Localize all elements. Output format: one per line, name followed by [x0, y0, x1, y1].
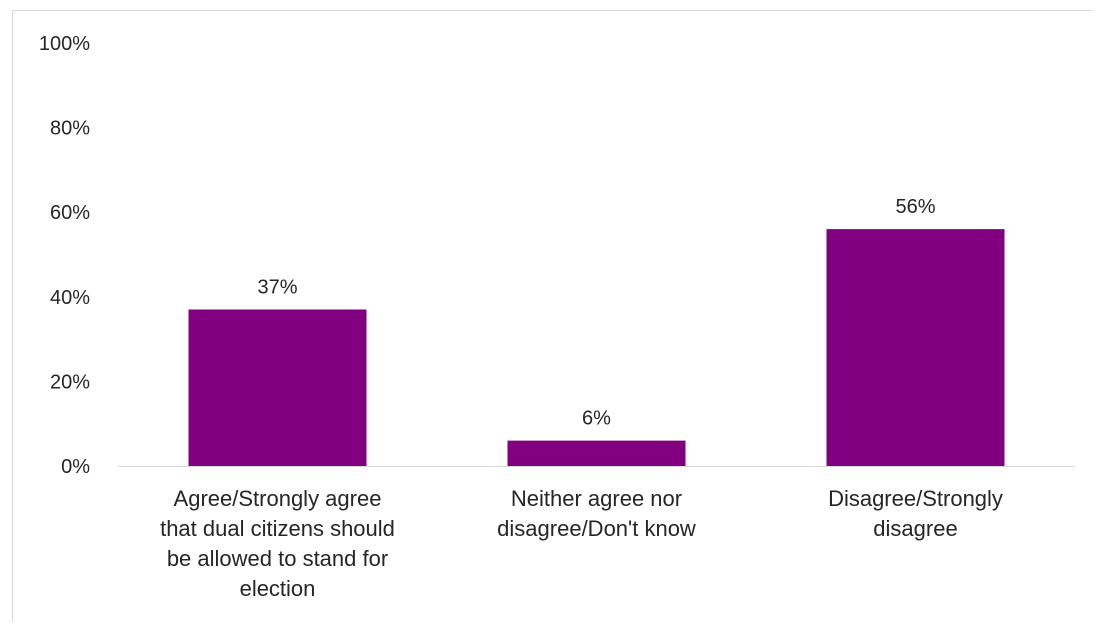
y-tick-label: 40%: [50, 287, 90, 309]
y-axis-ticks: 0% 20% 40% 60% 80% 100%: [39, 33, 90, 478]
bar: [188, 309, 367, 466]
y-tick-label: 80%: [50, 118, 90, 140]
category-label-line: election: [240, 576, 316, 601]
bars: [188, 229, 1005, 466]
y-tick-label: 20%: [50, 371, 90, 393]
bar: [826, 229, 1005, 466]
data-label: 37%: [257, 276, 297, 298]
data-labels: 37% 6% 56%: [257, 196, 935, 430]
y-tick-label: 0%: [61, 456, 90, 478]
category-labels: Agree/Strongly agree that dual citizens s…: [160, 486, 1003, 601]
category-label: Agree/Strongly agree that dual citizens s…: [160, 486, 395, 601]
category-label: Neither agree nor disagree/Don't know: [497, 486, 696, 541]
y-tick-label: 60%: [50, 202, 90, 224]
category-label-line: Agree/Strongly agree: [174, 486, 382, 511]
bar: [507, 440, 686, 466]
category-label-line: disagree/Don't know: [497, 516, 696, 541]
y-tick-label: 100%: [39, 33, 90, 55]
category-label-line: that dual citizens should: [160, 516, 395, 541]
category-label-line: Neither agree nor: [511, 486, 682, 511]
category-label-line: Disagree/Strongly: [828, 486, 1003, 511]
data-label: 6%: [582, 408, 611, 430]
category-label-line: be allowed to stand for: [167, 546, 388, 571]
category-label: Disagree/Strongly disagree: [828, 486, 1003, 541]
category-label-line: disagree: [873, 516, 957, 541]
data-label: 56%: [895, 196, 935, 218]
